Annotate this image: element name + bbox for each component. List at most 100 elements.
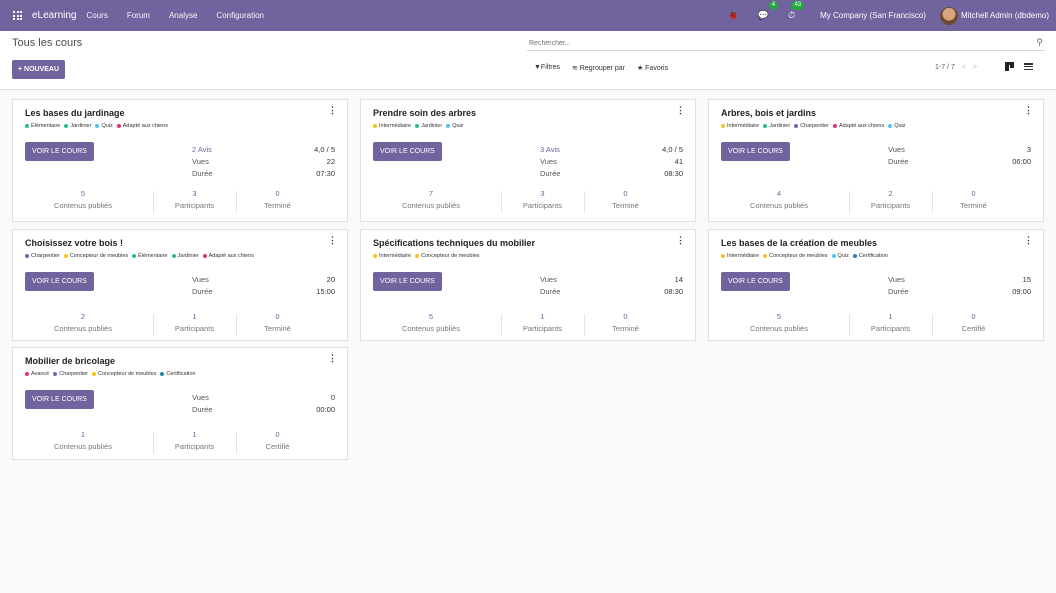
pager-next-icon[interactable]: > (972, 64, 978, 71)
activity-icon[interactable]: ⏱ 43 (788, 1, 805, 21)
participants[interactable]: 1 Participants (849, 312, 932, 338)
search-input[interactable] (527, 37, 1017, 49)
course-card[interactable]: Mobilier de bricolage ⋮ Avancé Charpentie… (12, 347, 348, 460)
footer-count: 0 (275, 312, 280, 321)
user-menu[interactable]: Mitchell Admin (dbdemo) (960, 11, 1049, 20)
participants[interactable]: 1 Participants (153, 312, 236, 338)
participants[interactable]: 1 Participants (501, 312, 584, 338)
group-by-button[interactable]: ≋ Regrouper par (571, 65, 625, 72)
footer-label: Contenus publiés (402, 201, 460, 210)
card-menu-icon[interactable]: ⋮ (328, 235, 337, 245)
published-contents[interactable]: 4 Contenus publiés (709, 189, 849, 215)
course-tag: Élémentaire (25, 123, 60, 129)
menu-forum[interactable]: Forum (126, 11, 150, 20)
completed[interactable]: 0 Terminé (584, 189, 667, 215)
new-button[interactable]: + NOUVEAU (12, 60, 66, 79)
apps-menu-icon[interactable] (13, 11, 22, 20)
kanban-view-icon[interactable] (1005, 62, 1014, 71)
duration-value: 08:30 (664, 169, 683, 178)
view-course-button[interactable]: VOIR LE COURS (721, 272, 790, 291)
messages-icon[interactable]: 💬 4 (758, 1, 779, 21)
participants[interactable]: 3 Participants (153, 189, 236, 215)
course-title: Les bases du jardinage (25, 108, 125, 118)
course-card[interactable]: Spécifications techniques du mobilier ⋮ … (360, 229, 696, 341)
completed[interactable]: 0 Terminé (584, 312, 667, 338)
activity-badge: 43 (791, 1, 805, 10)
reviews-link[interactable]: 2 Avis (192, 145, 212, 154)
view-course-button[interactable]: VOIR LE COURS (373, 142, 442, 161)
course-tag: Certification (852, 253, 888, 259)
pager-previous-icon[interactable]: < (961, 64, 966, 71)
published-contents[interactable]: 2 Contenus publiés (13, 312, 153, 338)
footer-divider (501, 314, 502, 336)
view-course-button[interactable]: VOIR LE COURS (25, 272, 94, 291)
published-contents[interactable]: 5 Contenus publiés (709, 312, 849, 338)
view-course-button[interactable]: VOIR LE COURS (25, 390, 94, 409)
card-menu-icon[interactable]: ⋮ (676, 105, 685, 115)
footer-divider (584, 191, 585, 213)
view-course-button[interactable]: VOIR LE COURS (721, 142, 790, 161)
tag-color-dot (415, 254, 420, 258)
completed[interactable]: 0 Terminé (236, 189, 319, 215)
card-footer: 7 Contenus publiés 3 Participants 0 Terminé (361, 189, 695, 215)
card-menu-icon[interactable]: ⋮ (328, 353, 337, 363)
footer-label: Certifié (265, 442, 290, 451)
card-menu-icon[interactable]: ⋮ (1024, 105, 1033, 115)
certified[interactable]: 0 Certifié (236, 430, 319, 456)
views-value: 22 (326, 157, 335, 166)
certified[interactable]: 0 Certifié (932, 312, 1015, 338)
course-card[interactable]: Arbres, bois et jardins ⋮ Intermédiaire J… (708, 99, 1044, 222)
favorites-button[interactable]: ★ Favoris (636, 65, 669, 72)
footer-count: 0 (623, 312, 628, 321)
card-menu-icon[interactable]: ⋮ (676, 235, 685, 245)
search-icon[interactable]: ⚲ (1036, 37, 1043, 47)
published-contents[interactable]: 7 Contenus publiés (361, 189, 501, 215)
view-course-button[interactable]: VOIR LE COURS (25, 142, 94, 161)
course-title: Spécifications techniques du mobilier (373, 238, 536, 248)
menu-analyse[interactable]: Analyse (168, 11, 198, 20)
footer-label: Contenus publiés (54, 442, 112, 451)
filters-button[interactable]: ▼Filtres (534, 64, 560, 71)
published-contents[interactable]: 5 Contenus publiés (13, 189, 153, 215)
search-options: ▼Filtres ≋ Regrouper par ★ Favoris (534, 64, 668, 72)
menu-configuration[interactable]: Configuration (216, 11, 265, 20)
view-course-button[interactable]: VOIR LE COURS (373, 272, 442, 291)
tag-color-dot (373, 124, 377, 128)
tag-color-dot (64, 124, 69, 128)
pager-value[interactable]: 1-7 / 7 (935, 64, 955, 71)
course-tag: Jardinier (64, 123, 91, 129)
course-card[interactable]: Les bases de la création de meubles ⋮ In… (708, 229, 1044, 341)
views-value: 14 (674, 275, 683, 284)
participants[interactable]: 1 Participants (153, 430, 236, 456)
list-view-icon[interactable] (1024, 62, 1033, 71)
reviews-link[interactable]: 3 Avis (540, 145, 560, 154)
completed[interactable]: 0 Terminé (932, 189, 1015, 215)
app-brand[interactable]: eLearning (32, 10, 77, 21)
tag-label: Élémentaire (138, 253, 168, 259)
tag-label: Quiz (452, 123, 464, 129)
course-card[interactable]: Les bases du jardinage ⋮ Élémentaire Jard… (12, 99, 348, 222)
views-label: Vues (192, 393, 209, 402)
course-tag: Intermédiaire (373, 253, 411, 259)
course-tag: Concepteur de meubles (415, 253, 480, 259)
course-card[interactable]: Prendre soin des arbres ⋮ Intermédiaire J… (360, 99, 696, 222)
tag-color-dot (852, 254, 857, 258)
user-avatar[interactable] (939, 6, 958, 25)
card-menu-icon[interactable]: ⋮ (1024, 235, 1033, 245)
card-menu-icon[interactable]: ⋮ (328, 105, 337, 115)
completed[interactable]: 0 Terminé (236, 312, 319, 338)
tag-label: Charpentier (59, 371, 88, 377)
published-contents[interactable]: 5 Contenus publiés (361, 312, 501, 338)
participants[interactable]: 3 Participants (501, 189, 584, 215)
course-card[interactable]: Choisissez votre bois ! ⋮ Charpentier Con… (12, 229, 348, 341)
participants[interactable]: 2 Participants (849, 189, 932, 215)
tag-label: Certification (858, 253, 888, 259)
footer-divider (849, 314, 850, 336)
debug-icon[interactable]: 🐞 (727, 10, 739, 20)
footer-label: Certifié (961, 324, 986, 333)
published-contents[interactable]: 1 Contenus publiés (13, 430, 153, 456)
menu-cours[interactable]: Cours (86, 11, 108, 20)
company-switcher[interactable]: My Company (San Francisco) (820, 11, 926, 20)
footer-count: 0 (971, 189, 976, 198)
tag-label: Intermédiaire (379, 253, 412, 259)
